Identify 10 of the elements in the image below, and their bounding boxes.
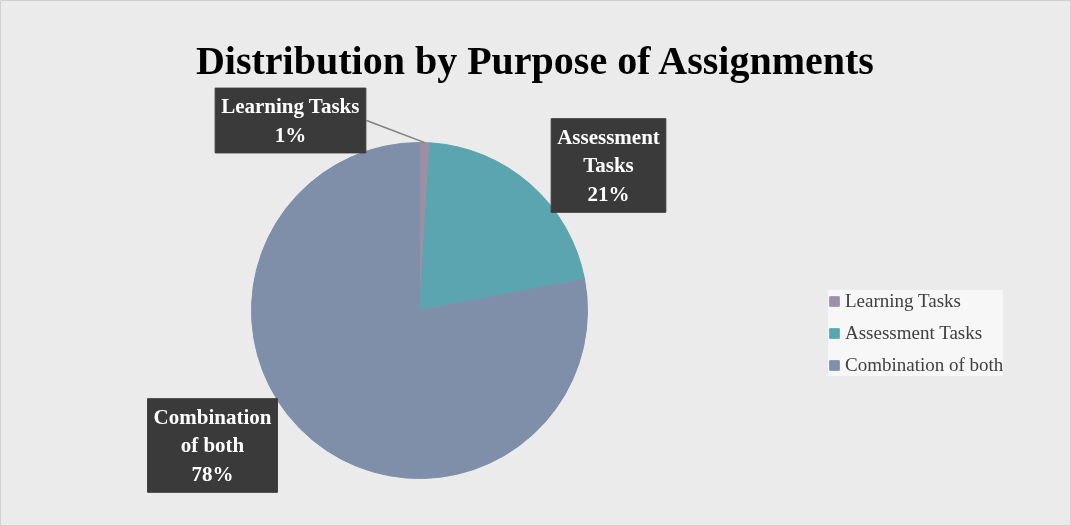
slice-label: Learning Tasks (221, 94, 360, 119)
slice-label: Combination of both (153, 404, 272, 458)
chart-title: Distribution by Purpose of Assignments (195, 38, 874, 83)
legend-label: Combination of both (845, 354, 1004, 376)
legend-label: Learning Tasks (845, 290, 961, 312)
data-label: 1% (274, 122, 307, 147)
data-label: 78% (191, 462, 234, 487)
slice-label: Assessment Tasks (557, 124, 660, 178)
legend-label: Assessment Tasks (845, 322, 983, 344)
data-label: 21% (587, 182, 630, 207)
